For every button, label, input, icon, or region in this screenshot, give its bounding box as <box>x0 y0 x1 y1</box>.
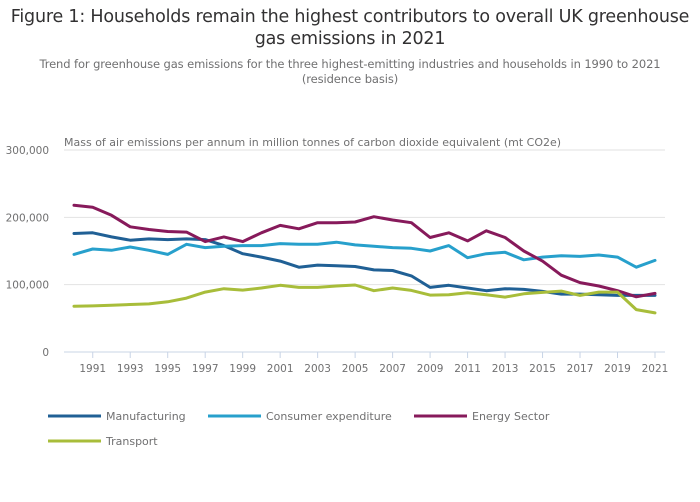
series-line-consumer-expenditure[interactable] <box>72 240 657 269</box>
y-axis-label: Mass of air emissions per annum in milli… <box>64 136 561 149</box>
x-tick-label: 2005 <box>342 363 369 375</box>
legend-label: Manufacturing <box>106 410 186 423</box>
x-tick-label: 1993 <box>117 363 144 375</box>
x-tick-label: 2009 <box>417 363 444 375</box>
chart-subtitle: Trend for greenhouse gas emissions for t… <box>39 57 661 86</box>
x-tick-label: 1999 <box>229 363 256 375</box>
x-tick-label: 2015 <box>529 363 556 375</box>
legend-label: Consumer expenditure <box>266 410 392 423</box>
x-tick-label: 2001 <box>267 363 294 375</box>
legend: Manufacturing Consumer expenditure Energy … <box>48 410 550 448</box>
x-tick-label: 1995 <box>154 363 181 375</box>
chart-title: Figure 1: Households remain the highest … <box>10 7 690 49</box>
x-tick-label: 2017 <box>567 363 594 375</box>
x-axis: 1991 1993 1995 1997 1999 2001 2003 2005 2007 2009… <box>79 352 668 375</box>
x-tick-label: 1997 <box>192 363 219 375</box>
x-tick-label: 2011 <box>454 363 481 375</box>
legend-label: Transport <box>105 435 158 448</box>
legend-label: Energy Sector <box>472 410 550 423</box>
y-tick-label: 200,000 <box>6 212 49 224</box>
series-line-energy-sector[interactable] <box>72 203 657 299</box>
y-tick-label: 0 <box>42 347 49 359</box>
x-tick-label: 2003 <box>304 363 331 375</box>
y-tick-label: 100,000 <box>6 280 49 292</box>
plot-area <box>72 203 657 315</box>
x-tick-label: 2019 <box>604 363 631 375</box>
legend-item[interactable]: Transport <box>48 435 158 448</box>
legend-item[interactable]: Energy Sector <box>414 410 550 423</box>
x-tick-label: 2013 <box>492 363 519 375</box>
legend-item[interactable]: Manufacturing <box>48 410 186 423</box>
y-tick-label: 300,000 <box>6 145 49 157</box>
x-tick-label: 2021 <box>642 363 669 375</box>
x-tick-label: 1991 <box>79 363 106 375</box>
series-line-manufacturing[interactable] <box>72 231 657 297</box>
x-tick-label: 2007 <box>379 363 406 375</box>
legend-item[interactable]: Consumer expenditure <box>208 410 392 423</box>
gridlines <box>64 149 665 353</box>
series-line-transport[interactable] <box>72 283 657 315</box>
y-axis: 0 100,000 200,000 300,000 <box>6 145 49 359</box>
